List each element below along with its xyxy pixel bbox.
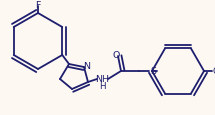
Text: F: F xyxy=(35,0,41,9)
Text: NH: NH xyxy=(95,75,109,84)
Text: H: H xyxy=(99,82,105,91)
Text: CH₃: CH₃ xyxy=(213,67,215,76)
Text: S: S xyxy=(150,67,156,76)
Text: N: N xyxy=(83,62,91,71)
Text: O: O xyxy=(112,51,120,60)
